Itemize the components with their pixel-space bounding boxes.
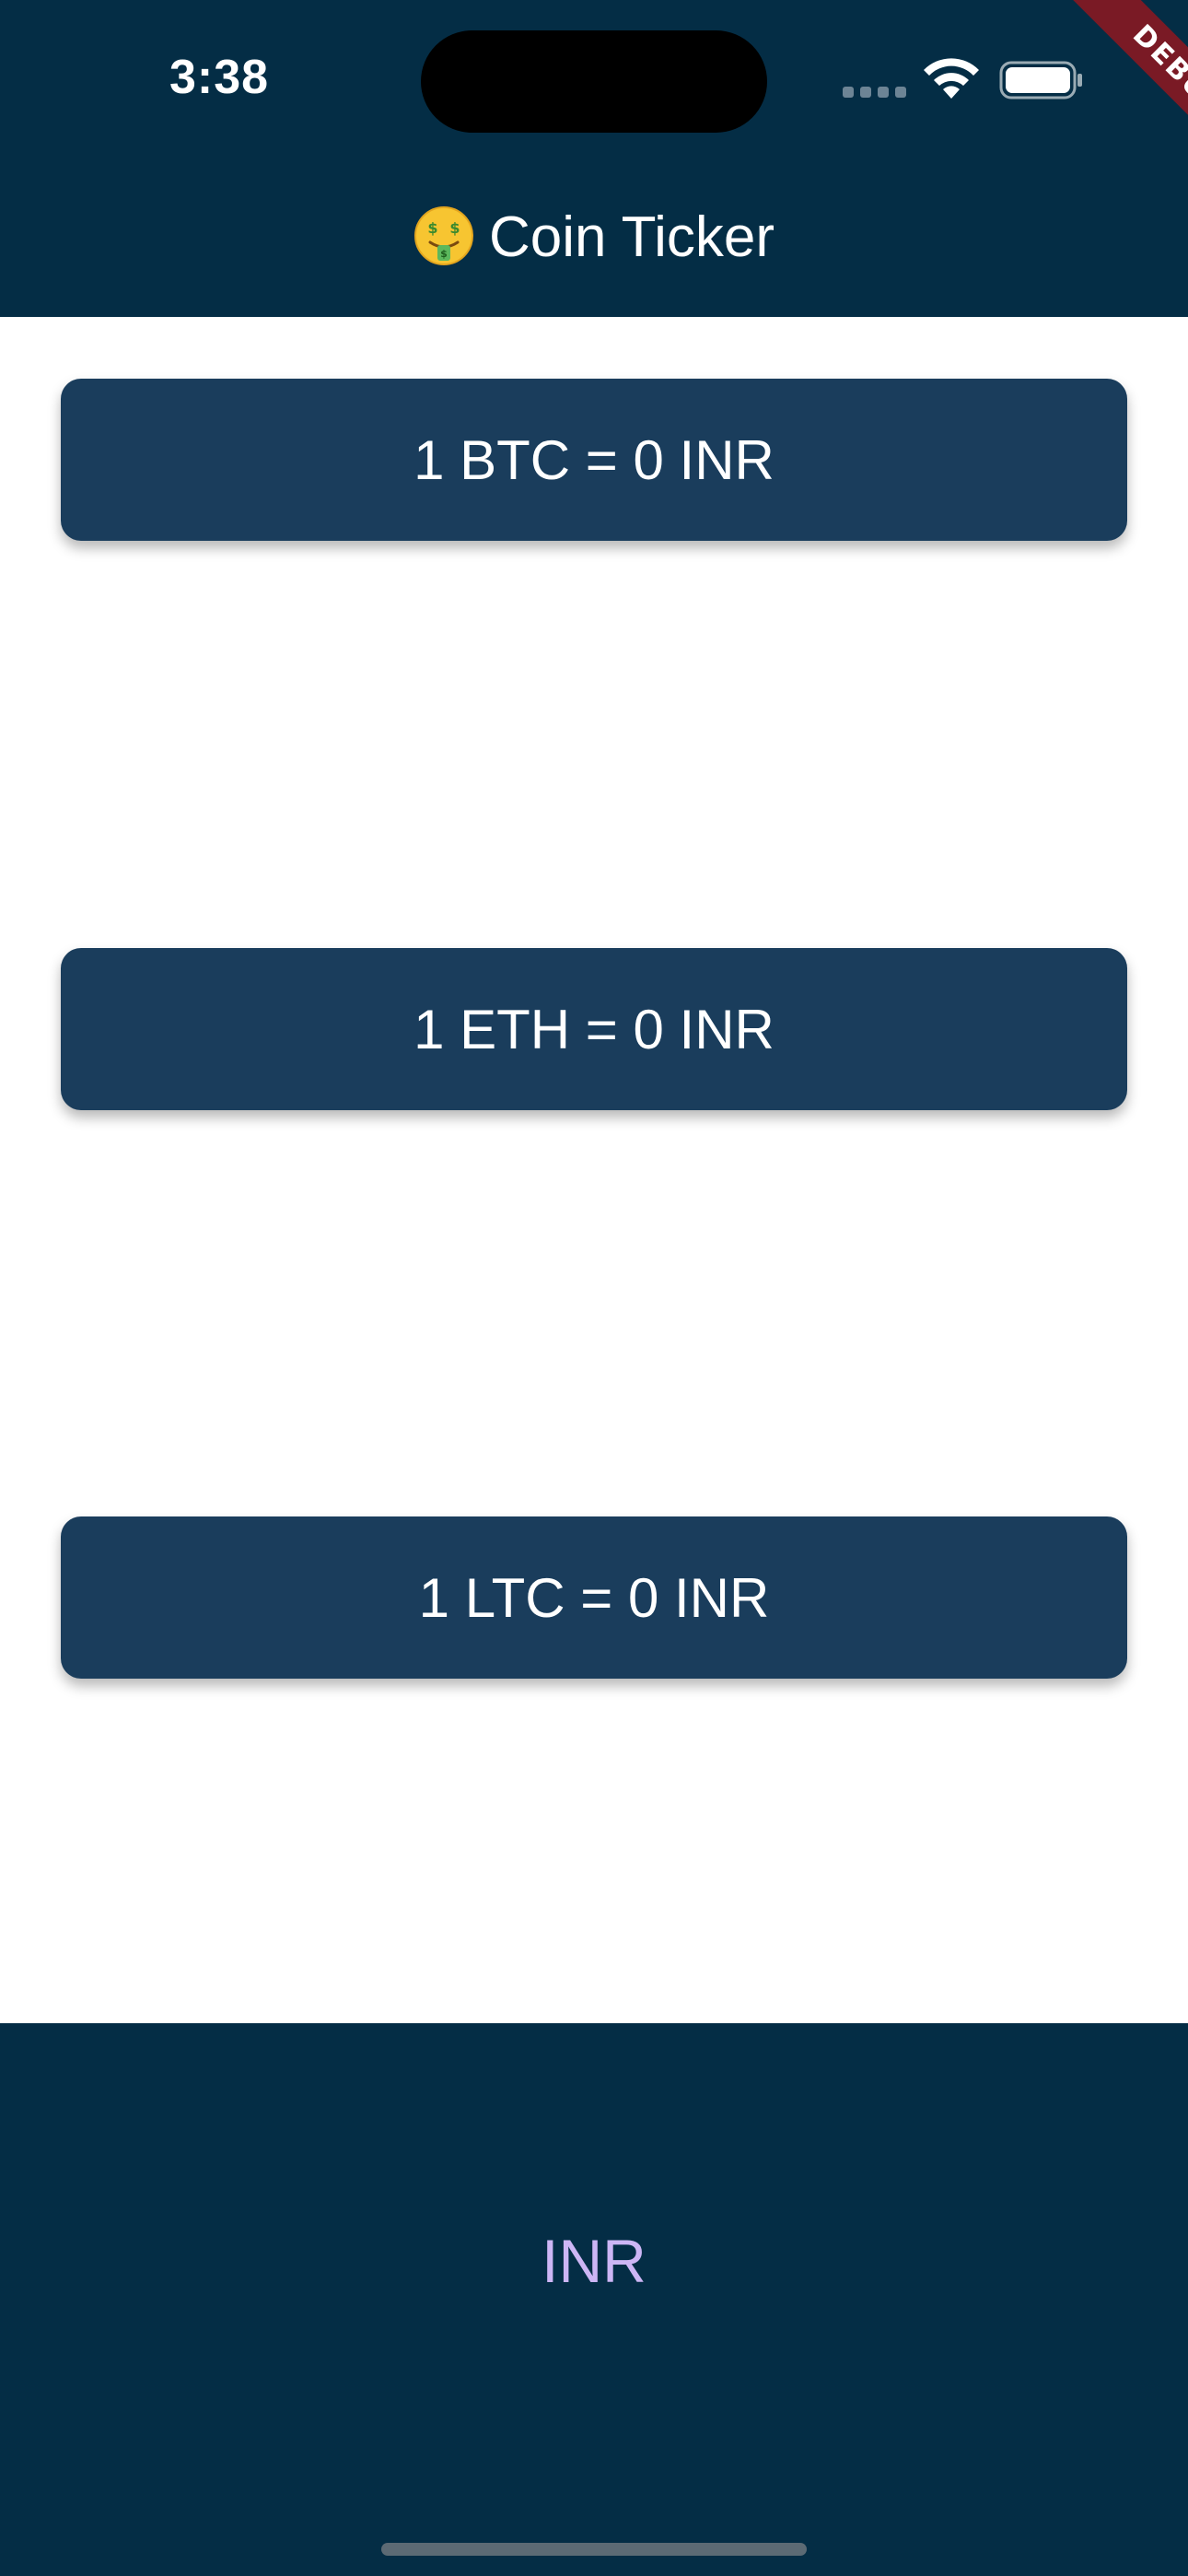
debug-banner-label: DEBUG: [1064, 0, 1188, 187]
app-header: 3:38 DEBUG $ $ $ Coin Ticker: [0, 0, 1188, 317]
battery-icon: [999, 61, 1082, 100]
currency-picker-panel: [0, 2023, 1188, 2576]
rate-text-btc: 1 BTC = 0 INR: [413, 428, 775, 491]
money-mouth-face-icon: $ $ $: [413, 205, 473, 265]
rate-card-eth: 1 ETH = 0 INR: [61, 948, 1127, 1110]
rate-text-ltc: 1 LTC = 0 INR: [418, 1566, 770, 1629]
dynamic-island: [421, 30, 767, 133]
svg-text:$: $: [449, 219, 460, 237]
currency-picker-selected[interactable]: INR: [542, 2227, 646, 2295]
page-title: $ $ $ Coin Ticker: [0, 205, 1188, 272]
rate-card-ltc: 1 LTC = 0 INR: [61, 1516, 1127, 1679]
status-time: 3:38: [169, 51, 270, 104]
rate-text-eth: 1 ETH = 0 INR: [413, 998, 775, 1060]
svg-text:$: $: [427, 219, 437, 237]
app-title-text: Coin Ticker: [488, 205, 775, 269]
cellular-signal-icon: [843, 87, 907, 100]
wifi-icon: [924, 58, 979, 99]
debug-banner: DEBUG: [985, 0, 1188, 203]
svg-text:$: $: [440, 248, 448, 260]
rate-card-btc: 1 BTC = 0 INR: [61, 379, 1127, 541]
home-indicator[interactable]: [381, 2543, 807, 2556]
